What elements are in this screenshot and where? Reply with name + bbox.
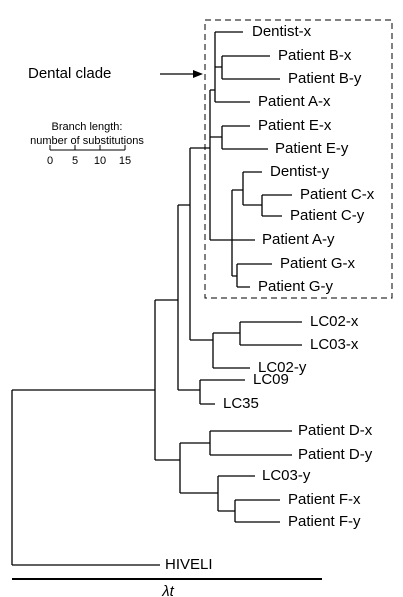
time-label: λt bbox=[161, 583, 174, 597]
arrow-head bbox=[193, 70, 203, 78]
leaf-labels: Dentist-x Patient B-x Patient B-y Patient A… bbox=[165, 23, 375, 573]
leaf-label: Patient A-y bbox=[262, 231, 335, 248]
leaf-label: Patient C-y bbox=[290, 207, 365, 224]
scale-tick-label: 10 bbox=[94, 155, 106, 167]
leaf-label: LC02-y bbox=[258, 359, 307, 376]
scale-title: Branch length: bbox=[52, 121, 123, 133]
leaf-label: LC35 bbox=[223, 395, 259, 412]
leaf-label: HIVELI bbox=[165, 556, 213, 573]
scale-subtitle: number of substitutions bbox=[30, 135, 144, 147]
leaf-label: LC03-y bbox=[262, 467, 311, 484]
clade-label: Dental clade bbox=[28, 65, 111, 82]
leaf-label: Patient D-x bbox=[298, 422, 373, 439]
leaf-label: Patient E-x bbox=[258, 117, 332, 134]
leaf-label: LC03-x bbox=[310, 336, 359, 353]
leaf-label: Patient D-y bbox=[298, 446, 373, 463]
leaf-label: Patient A-x bbox=[258, 93, 331, 110]
tree-branches bbox=[11, 31, 302, 566]
leaf-label: Patient F-x bbox=[288, 491, 361, 508]
leaf-label: Patient E-y bbox=[275, 140, 349, 157]
leaf-label: Dentist-x bbox=[252, 23, 312, 40]
leaf-label: Patient B-y bbox=[288, 70, 362, 87]
leaf-label: LC02-x bbox=[310, 313, 359, 330]
leaf-label: Dentist-y bbox=[270, 163, 330, 180]
scale-tick-label: 0 bbox=[47, 155, 53, 167]
leaf-label: Patient G-x bbox=[280, 255, 356, 272]
leaf-label: Patient B-x bbox=[278, 47, 352, 64]
leaf-label: Patient G-y bbox=[258, 278, 334, 295]
scale-tick-label: 5 bbox=[72, 155, 78, 167]
scale-ticks: 0 5 10 15 bbox=[47, 155, 131, 167]
leaf-label: Patient F-y bbox=[288, 513, 361, 530]
leaf-label: LC09 bbox=[253, 371, 289, 388]
clade-box bbox=[204, 19, 393, 299]
scale-tick-label: 15 bbox=[119, 155, 131, 167]
leaf-label: Patient C-x bbox=[300, 186, 375, 203]
scale-bar bbox=[49, 145, 126, 151]
